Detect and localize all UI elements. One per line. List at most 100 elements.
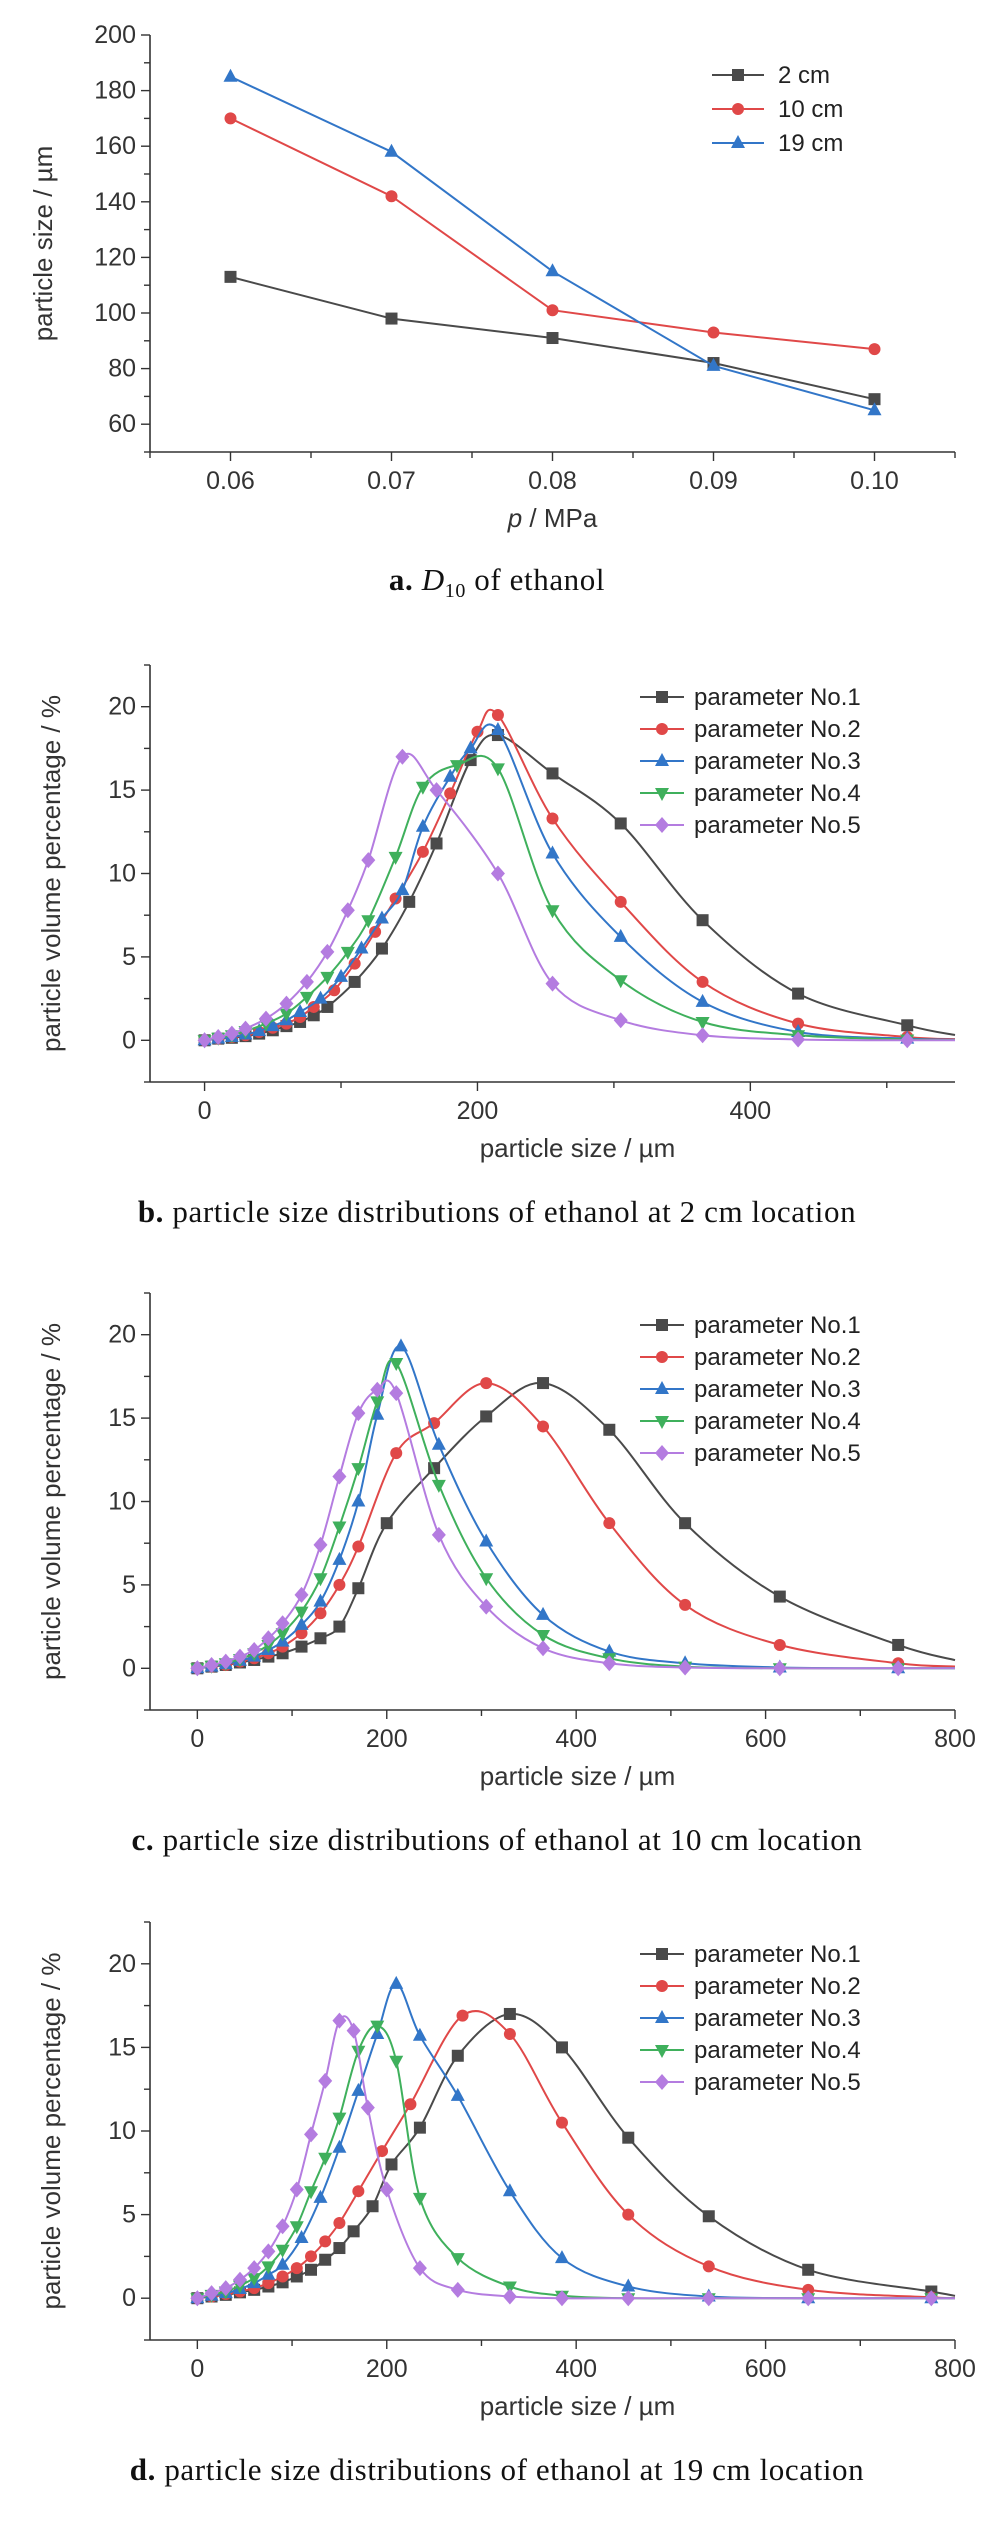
data-point [537, 1420, 550, 1433]
data-point [695, 1016, 710, 1030]
data-point [413, 2121, 426, 2134]
x-axis-label: particle size / µm [480, 1133, 676, 1163]
data-point [340, 946, 355, 960]
data-point [351, 2082, 366, 2096]
data-point [334, 968, 349, 982]
data-point [537, 1377, 550, 1390]
chart-b: 0 200 400 0 5 10 15 20 particle volume percentag… [36, 664, 956, 1229]
data-point [204, 2285, 219, 2302]
data-point [224, 112, 237, 125]
legend-entry: parameter No.3 [640, 748, 861, 775]
legend-entry: parameter No.5 [640, 1440, 861, 1467]
data-point [314, 1632, 327, 1645]
data-point [430, 837, 443, 850]
data-point [218, 1653, 233, 1670]
data-point [429, 782, 444, 799]
y-tick-label: 100 [94, 299, 136, 327]
y-tick-label: 0 [122, 1026, 136, 1054]
legend-label: parameter No.3 [694, 748, 861, 775]
figure-caption: c. particle size distributions of ethano… [132, 1822, 863, 1857]
data-point [261, 2261, 276, 2275]
legend-label: parameter No.5 [694, 1440, 861, 1467]
data-point [695, 1027, 710, 1044]
data-point [431, 1479, 446, 1493]
x-tick-label: 600 [745, 1725, 787, 1753]
data-point [318, 2072, 333, 2089]
legend-entry: parameter No.1 [640, 684, 861, 711]
data-point [388, 851, 403, 865]
data-point [802, 2263, 815, 2276]
data-point [305, 2263, 317, 2276]
series-2 [224, 112, 881, 356]
y-tick-label: 20 [108, 693, 136, 721]
data-point [792, 987, 805, 1000]
data-point [696, 975, 709, 988]
legend-marker [655, 1416, 669, 1429]
legend-label: parameter No.4 [694, 780, 861, 807]
legend-entry: parameter No.4 [640, 1408, 861, 1435]
data-point [384, 143, 399, 157]
x-axis-label: particle size / µm [480, 1761, 676, 1791]
data-point [536, 1606, 551, 1620]
data-point [223, 68, 238, 82]
data-point [332, 2139, 347, 2153]
data-point [901, 1019, 914, 1032]
series-5 [190, 1379, 955, 1677]
data-point [801, 2290, 816, 2307]
data-point [261, 1630, 276, 1647]
data-point [603, 1423, 616, 1436]
caption-text: particle size distributions of ethanol a… [172, 1194, 856, 1229]
caption-letter: a. [389, 562, 422, 597]
legend-marker [655, 2010, 669, 2023]
legend-marker [655, 817, 669, 833]
legend-label: parameter No.3 [694, 1376, 861, 1403]
y-tick-label: 20 [108, 1950, 136, 1978]
caption-subscript: 10 [445, 580, 466, 602]
data-point [252, 1023, 267, 1037]
data-point [370, 1396, 385, 1410]
data-point [536, 1629, 551, 1643]
caption-text: particle size distributions of ethanol a… [164, 2452, 864, 2487]
data-point [463, 740, 478, 754]
data-point [385, 190, 398, 203]
caption-text: particle size distributions of ethanol a… [163, 1822, 863, 1857]
data-point [370, 1406, 385, 1420]
data-point [295, 1627, 308, 1640]
data-point [275, 2244, 290, 2258]
data-point [319, 2235, 332, 2248]
legend-marker [655, 1445, 669, 1461]
data-point [554, 2250, 569, 2264]
data-point [490, 865, 505, 882]
data-point [332, 2012, 347, 2029]
data-point [772, 1660, 787, 1677]
x-tick-label: 0 [198, 1097, 212, 1125]
data-point [332, 2112, 347, 2126]
data-point [294, 1616, 309, 1630]
legend-entry: 10 cm [712, 96, 843, 123]
data-point [385, 312, 398, 325]
legend-entry: parameter No.4 [640, 2037, 861, 2064]
x-axis-label: p / MPa [507, 503, 598, 533]
chart-a: 0.06 0.07 0.08 0.09 0.10 60 80 100 120 140 160 180 2… [28, 21, 956, 602]
legend-entry: parameter No.1 [640, 1312, 861, 1339]
legend-entry: parameter No.2 [640, 716, 861, 743]
data-point [321, 1000, 334, 1013]
data-point [304, 2126, 318, 2143]
data-point [545, 975, 560, 992]
legend-label: parameter No.2 [694, 716, 861, 743]
legend-entry: parameter No.5 [640, 2069, 861, 2096]
data-point [190, 1660, 205, 1677]
legend-label: parameter No.3 [694, 2005, 861, 2032]
data-point [333, 2216, 346, 2229]
data-point [450, 2087, 465, 2101]
data-point [389, 1358, 404, 1372]
data-point [332, 1521, 347, 1535]
data-point [702, 2210, 715, 2223]
legend-entry: parameter No.5 [640, 812, 861, 839]
data-point [299, 973, 314, 990]
data-point [450, 2281, 465, 2298]
data-point [536, 1640, 551, 1657]
data-point [232, 2271, 247, 2288]
data-point [385, 2158, 398, 2171]
